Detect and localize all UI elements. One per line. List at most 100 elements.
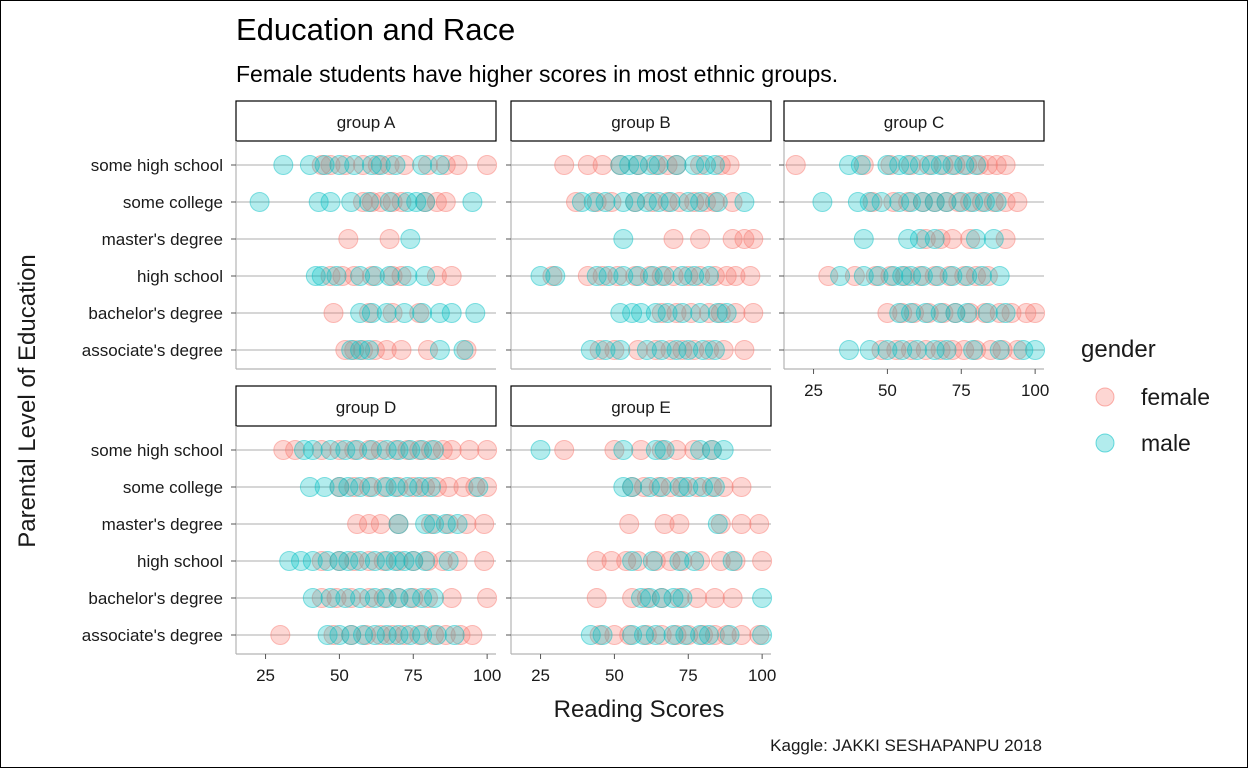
point-female bbox=[704, 625, 725, 645]
point-female bbox=[666, 155, 687, 175]
point-male bbox=[853, 229, 874, 249]
point-male bbox=[684, 266, 705, 286]
point-female bbox=[459, 440, 480, 460]
point-male bbox=[628, 155, 648, 175]
point-female bbox=[341, 625, 362, 645]
y-tick-label: bachelor's degree bbox=[88, 304, 223, 323]
point-female bbox=[690, 155, 711, 175]
point-male bbox=[435, 514, 456, 534]
point-female bbox=[669, 514, 690, 534]
point-female bbox=[1025, 303, 1046, 323]
point-female bbox=[710, 551, 731, 571]
point-male bbox=[412, 440, 433, 460]
point-male bbox=[622, 551, 643, 571]
y-tick-label: associate's degree bbox=[82, 341, 223, 360]
point-female bbox=[447, 155, 468, 175]
point-male bbox=[388, 625, 409, 645]
point-male bbox=[613, 440, 634, 460]
point-female bbox=[477, 155, 498, 175]
point-female bbox=[403, 551, 424, 571]
point-female bbox=[370, 514, 391, 534]
point-male bbox=[684, 551, 705, 571]
chart-subtitle: Female students have higher scores in mo… bbox=[236, 61, 838, 87]
point-female bbox=[589, 340, 610, 360]
point-male bbox=[901, 192, 921, 212]
point-male bbox=[690, 303, 711, 323]
point-female bbox=[651, 440, 672, 460]
point-female bbox=[477, 477, 498, 497]
point-female bbox=[403, 477, 424, 497]
point-female bbox=[995, 155, 1016, 175]
point-female bbox=[743, 303, 764, 323]
point-female bbox=[418, 155, 438, 175]
y-tick-label: master's degree bbox=[102, 515, 223, 534]
point-male bbox=[424, 440, 444, 460]
point-male bbox=[613, 229, 634, 249]
point-male bbox=[468, 477, 489, 497]
point-female bbox=[663, 229, 684, 249]
point-male bbox=[359, 192, 379, 212]
point-female bbox=[403, 588, 424, 608]
point-male bbox=[871, 192, 892, 212]
point-female bbox=[622, 588, 643, 608]
y-tick-label: some high school bbox=[91, 156, 223, 175]
point-male bbox=[353, 625, 373, 645]
facet-strip-label: group C bbox=[884, 113, 944, 132]
point-female bbox=[704, 192, 725, 212]
point-male bbox=[631, 303, 651, 323]
point-female bbox=[918, 155, 939, 175]
point-female bbox=[731, 625, 752, 645]
point-male bbox=[660, 192, 681, 212]
point-male bbox=[273, 155, 294, 175]
point-female bbox=[421, 440, 441, 460]
point-male bbox=[441, 303, 462, 323]
point-female bbox=[364, 340, 385, 360]
facet-strip bbox=[235, 100, 497, 142]
point-female bbox=[344, 440, 365, 460]
point-female bbox=[710, 155, 731, 175]
point-female bbox=[353, 192, 373, 212]
x-tick-label: 100 bbox=[1021, 381, 1049, 400]
facet-group-A: group A some high school some college maste… bbox=[82, 100, 498, 370]
y-tick-label: associate's degree bbox=[82, 626, 223, 645]
point-female bbox=[681, 303, 702, 323]
point-female bbox=[740, 266, 761, 286]
point-male bbox=[613, 266, 634, 286]
point-male bbox=[598, 266, 619, 286]
point-female bbox=[678, 625, 699, 645]
point-female bbox=[892, 303, 913, 323]
point-male bbox=[350, 551, 371, 571]
point-male bbox=[429, 303, 450, 323]
point-male bbox=[279, 551, 300, 571]
point-female bbox=[453, 477, 474, 497]
point-male bbox=[338, 477, 359, 497]
y-tick-label: high school bbox=[137, 552, 223, 571]
chart-title: Education and Race bbox=[236, 12, 515, 47]
point-male bbox=[936, 192, 957, 212]
point-male bbox=[853, 266, 874, 286]
point-female bbox=[844, 266, 865, 286]
point-female bbox=[409, 625, 430, 645]
point-male bbox=[639, 588, 660, 608]
point-female bbox=[462, 625, 483, 645]
point-male bbox=[645, 303, 666, 323]
point-female bbox=[382, 192, 403, 212]
point-male bbox=[302, 588, 323, 608]
point-female bbox=[818, 266, 839, 286]
point-female bbox=[785, 155, 806, 175]
point-female bbox=[731, 477, 752, 497]
point-female bbox=[586, 551, 607, 571]
point-male bbox=[752, 588, 773, 608]
facet-strip bbox=[783, 100, 1045, 142]
point-female bbox=[474, 551, 495, 571]
point-male bbox=[320, 192, 341, 212]
point-female bbox=[699, 340, 719, 360]
point-female bbox=[722, 588, 743, 608]
point-male bbox=[963, 192, 984, 212]
point-male bbox=[350, 266, 371, 286]
point-female bbox=[320, 155, 341, 175]
point-male bbox=[397, 192, 418, 212]
point-female bbox=[311, 440, 332, 460]
point-female bbox=[924, 192, 945, 212]
